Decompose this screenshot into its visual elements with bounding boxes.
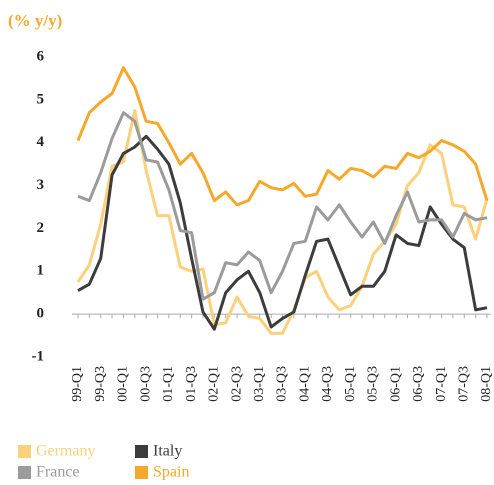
x-tick-label: 02-Q3 xyxy=(229,366,244,402)
series-line xyxy=(77,134,488,331)
legend-swatch xyxy=(18,445,31,458)
y-tick-label: 6 xyxy=(37,48,45,64)
legend-label: Germany xyxy=(36,443,96,460)
x-tick-label: 06-Q1 xyxy=(388,366,403,402)
x-tick-label: 07-Q3 xyxy=(456,366,471,402)
x-tick-label: 02-Q1 xyxy=(207,366,222,402)
y-tick-label: 0 xyxy=(37,306,45,322)
y-tick-label: -1 xyxy=(32,348,45,364)
x-tick-label: 99-Q1 xyxy=(70,366,85,402)
x-tick-label: 03-Q1 xyxy=(252,366,267,402)
x-tick-label: 01-Q1 xyxy=(161,366,176,402)
chart-subtitle: (% y/y) xyxy=(8,11,62,30)
x-tick-label: 06-Q3 xyxy=(411,366,426,402)
legend-label: Spain xyxy=(153,464,189,481)
x-tick-label: 08-Q1 xyxy=(479,366,494,402)
x-tick-label: 05-Q1 xyxy=(343,366,358,402)
x-tick-label: 99-Q3 xyxy=(93,366,108,402)
x-tick-label: 05-Q3 xyxy=(366,366,381,402)
x-tick-label: 01-Q3 xyxy=(184,366,199,402)
series-line xyxy=(77,111,488,301)
legend-swatch xyxy=(18,466,31,479)
legend-label: France xyxy=(36,464,80,481)
legend-label: Italy xyxy=(153,443,182,460)
y-tick-label: 5 xyxy=(37,91,45,107)
y-tick-label: 2 xyxy=(37,220,45,236)
y-tick-label: 3 xyxy=(37,177,45,193)
x-tick-label: 07-Q1 xyxy=(434,366,449,402)
series-line xyxy=(76,66,489,207)
legend-swatch xyxy=(135,445,148,458)
y-tick-label: 1 xyxy=(37,263,45,279)
x-tick-label: 04-Q3 xyxy=(320,366,335,402)
y-tick-label: 4 xyxy=(37,134,45,150)
x-tick-label: 04-Q1 xyxy=(297,366,312,402)
x-tick-label: 03-Q3 xyxy=(275,366,290,402)
x-tick-label: 00-Q3 xyxy=(138,366,153,402)
x-tick-label: 00-Q1 xyxy=(116,366,131,402)
legend-swatch xyxy=(135,466,148,479)
series-line xyxy=(76,109,489,335)
